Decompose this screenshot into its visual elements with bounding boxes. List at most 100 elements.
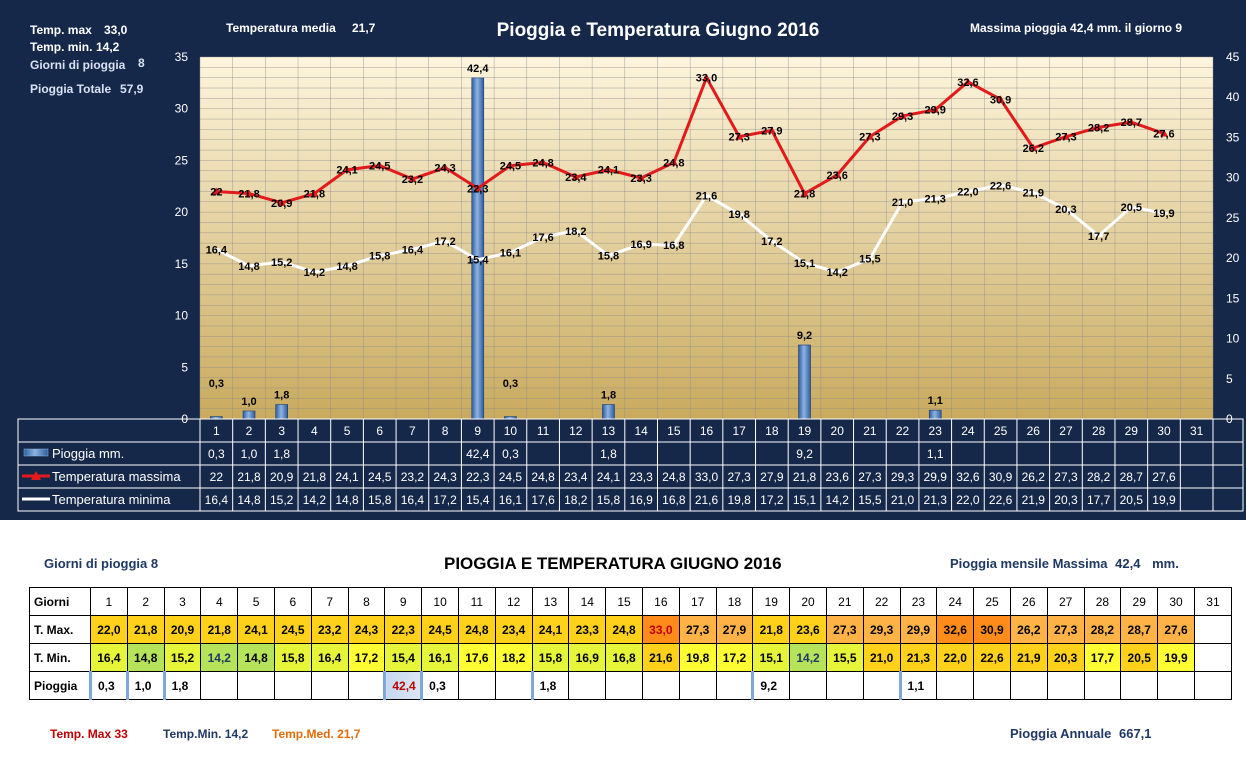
table-value: 14,8 — [237, 493, 261, 507]
table-value: 15,4 — [466, 493, 490, 507]
table-value: 20,9 — [270, 470, 294, 484]
table-value: 24,1 — [335, 470, 359, 484]
rain-row: Pioggia 0,3 1,0 1,8 42,4 0,3 1,8 9,2 1,1 — [29, 671, 1233, 700]
table-value: 24,5 — [499, 470, 523, 484]
tmax-cell: 22,3 — [384, 615, 423, 644]
day-cell: 9 — [384, 587, 423, 616]
rain-bar — [275, 404, 288, 420]
temp-min-label: 17,2 — [434, 236, 455, 248]
table-value: 32,6 — [956, 470, 980, 484]
bottom-max-rain-label: Pioggia mensile Massima — [950, 556, 1108, 571]
table-day-label: 19 — [798, 424, 812, 438]
temp-max-label: 28,2 — [1088, 122, 1109, 134]
temp-max-label: 28,7 — [1121, 117, 1142, 129]
temp-min-line — [215, 183, 1165, 274]
day-cell: 16 — [641, 587, 680, 616]
tmin-cell: 14,8 — [126, 643, 165, 672]
day-cell: 8 — [347, 587, 386, 616]
left-axis-tick: 15 — [175, 257, 189, 271]
rain-cell — [789, 671, 827, 700]
table-value: 24,8 — [662, 470, 686, 484]
bottom-title: PIOGGIA E TEMPERATURA GIUGNO 2016 — [444, 554, 782, 573]
temp-max-line — [216, 76, 1165, 205]
table-day-label: 27 — [1059, 424, 1073, 438]
header-temp-min-label: Temp. min. — [30, 40, 92, 54]
temp-min-label: 15,5 — [859, 254, 880, 266]
table-value: 14,2 — [826, 493, 850, 507]
tmin-cell: 14,2 — [789, 643, 827, 672]
tmax-cell: 21,8 — [200, 615, 239, 644]
right-axis-tick: 35 — [1226, 130, 1240, 144]
temp-min-label: 17,6 — [532, 232, 553, 244]
temp-max-label: 30,9 — [990, 94, 1011, 106]
temp-max-marker — [571, 172, 580, 180]
plot-area — [200, 57, 1213, 419]
footer-temp-max-value: 33 — [114, 727, 128, 741]
rain-cell — [825, 671, 864, 700]
legend-tmax-marker — [31, 471, 41, 480]
day-cell: 20 — [789, 587, 827, 616]
table-value: 29,9 — [924, 470, 948, 484]
temp-max-marker — [408, 175, 417, 183]
table-value: 28,2 — [1087, 470, 1111, 484]
temp-min-label: 18,2 — [565, 226, 586, 238]
legend-rain-label: Pioggia mm. — [52, 446, 124, 461]
temp-max-label: 26,2 — [1023, 143, 1044, 155]
tmax-cell: 28,7 — [1120, 615, 1159, 644]
table-value: 16,4 — [205, 493, 229, 507]
day-cell: 10 — [421, 587, 459, 616]
table-value: 14,8 — [335, 493, 359, 507]
tmin-cell: 14,2 — [200, 643, 239, 672]
rain-label: 1,8 — [601, 390, 616, 402]
table-day-label: 3 — [278, 424, 285, 438]
table-value: 21,8 — [793, 470, 817, 484]
table-value: 21,9 — [1022, 493, 1046, 507]
table-value: 22,0 — [956, 493, 980, 507]
grid-lines — [199, 56, 1214, 420]
table-value: 15,8 — [597, 493, 621, 507]
table-value: 21,8 — [237, 470, 261, 484]
tmax-cell: 23,3 — [568, 615, 607, 644]
right-axis-tick: 10 — [1226, 332, 1240, 346]
right-axis-tick: 40 — [1226, 90, 1240, 104]
bottom-rain-days: Giorni di pioggia 8 — [44, 556, 158, 571]
table-day-label: 29 — [1125, 424, 1139, 438]
header-temp-max-label: Temp. max — [30, 23, 92, 37]
table-value: 20,5 — [1120, 493, 1144, 507]
rain-cell — [1157, 671, 1195, 700]
temp-max-label: 20,9 — [271, 198, 292, 210]
table-value: 23,6 — [826, 470, 850, 484]
tmin-cell: 15,8 — [273, 643, 312, 672]
temp-min-label: 16,8 — [663, 240, 684, 252]
rain-cell — [605, 671, 643, 700]
temp-max-marker — [506, 161, 515, 169]
tmin-cell: 16,1 — [421, 643, 459, 672]
tmax-cell: 27,3 — [825, 615, 864, 644]
temp-max-marker — [1029, 144, 1038, 152]
table-value: 17,2 — [760, 493, 784, 507]
rain-cell: 1,1 — [898, 671, 938, 700]
tmax-cell: 24,5 — [273, 615, 312, 644]
temp-min-label: 20,3 — [1055, 204, 1076, 216]
tmin-cell: 15,5 — [825, 643, 864, 672]
table-day-label: 25 — [994, 424, 1008, 438]
tmax-cell: 32,6 — [936, 615, 975, 644]
footer-temp-med-value: 21,7 — [337, 727, 361, 741]
table-day-label: 14 — [634, 424, 648, 438]
rain-label: 9,2 — [797, 330, 812, 342]
temp-min-label: 22,6 — [990, 180, 1011, 192]
table-value: 27,3 — [858, 470, 882, 484]
day-cell: 5 — [237, 587, 275, 616]
tmin-cell: 18,2 — [494, 643, 533, 672]
day-cell: 22 — [862, 587, 901, 616]
rain-cell: 1,0 — [125, 671, 165, 700]
table-day-label: 31 — [1190, 424, 1204, 438]
tmin-cell: 15,4 — [384, 643, 423, 672]
temp-max-label: 23,3 — [630, 173, 651, 185]
tmax-cell: 24,8 — [457, 615, 496, 644]
temp-min-label: 16,1 — [500, 247, 521, 259]
rain-cell — [1193, 671, 1233, 700]
rain-bar — [602, 404, 615, 420]
table-day-label: 6 — [376, 424, 383, 438]
rain-cell — [1083, 671, 1122, 700]
